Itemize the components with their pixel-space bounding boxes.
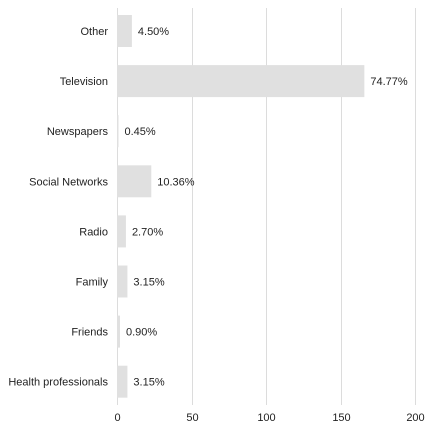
bar-other [117, 15, 132, 47]
bar-newspapers [117, 115, 119, 148]
bar-radio [117, 215, 126, 248]
labels: Other 4.50% Television 74.77% Newspapers 0.45… [8, 26, 408, 389]
bar-television [117, 65, 365, 98]
category-label-newspapers: Newspapers [47, 126, 109, 138]
category-label-health-professionals: Health professionals [8, 377, 108, 389]
value-label-television: 74.77% [370, 76, 408, 88]
value-label-health-professionals: 3.15% [133, 377, 164, 389]
category-label-social-networks: Social Networks [29, 176, 108, 188]
bar-friends [117, 315, 120, 348]
x-axis-ticks: 0 50 100 150 200 [114, 412, 424, 424]
value-label-other: 4.50% [138, 26, 169, 38]
value-label-newspapers: 0.45% [125, 126, 156, 138]
value-label-radio: 2.70% [132, 226, 163, 238]
category-label-radio: Radio [79, 226, 108, 238]
x-tick-label-200: 200 [406, 412, 424, 424]
value-label-friends: 0.90% [126, 327, 157, 339]
value-label-social-networks: 10.36% [157, 176, 195, 188]
x-tick-label-150: 150 [332, 412, 350, 424]
x-tick-label-0: 0 [114, 412, 120, 424]
category-label-other: Other [80, 26, 108, 38]
bars [117, 15, 365, 398]
x-tick-label-100: 100 [257, 412, 275, 424]
category-label-friends: Friends [71, 327, 108, 339]
category-label-family: Family [76, 277, 109, 289]
bar-social-networks [117, 165, 152, 198]
bar-family [117, 265, 128, 298]
category-label-television: Television [60, 76, 108, 88]
bar-health-professionals [117, 365, 128, 398]
value-label-family: 3.15% [133, 277, 164, 289]
x-tick-label-50: 50 [186, 412, 198, 424]
